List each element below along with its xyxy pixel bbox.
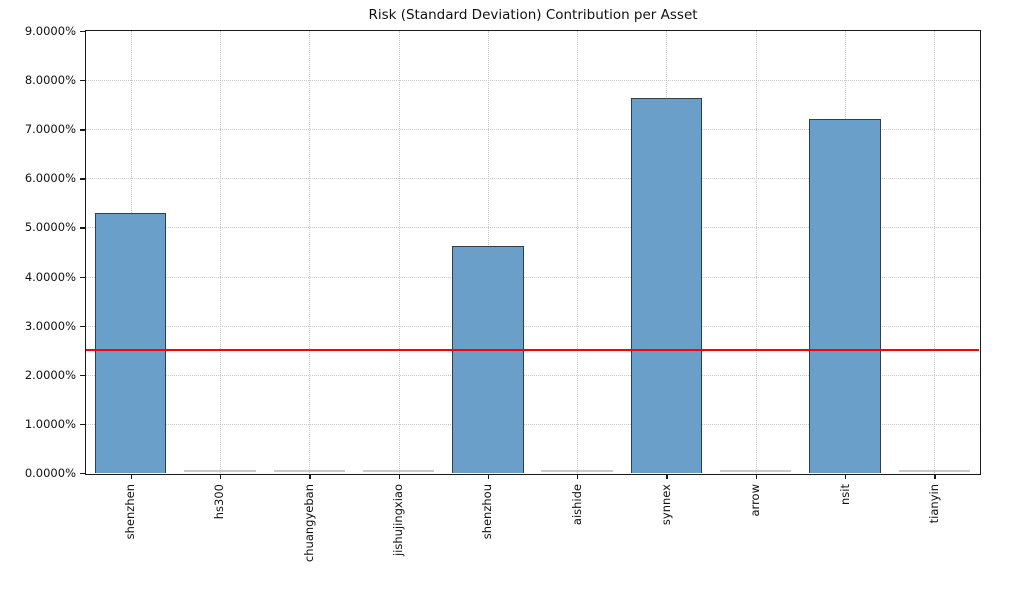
x-tick-mark	[755, 474, 758, 479]
x-tick-label: shenzhou	[480, 484, 495, 540]
bar-shenzhou	[452, 245, 524, 473]
y-tick-mark	[80, 473, 85, 475]
v-gridline	[934, 31, 936, 473]
chart-title: Risk (Standard Deviation) Contribution p…	[368, 7, 698, 23]
bar-synnex	[630, 97, 703, 473]
y-tick-mark	[80, 374, 85, 377]
bars-layer	[86, 31, 979, 473]
y-tick-label: 4.0000%	[24, 269, 76, 284]
overlay-layer	[86, 31, 979, 473]
plot-area	[85, 30, 981, 475]
x-tick-mark	[577, 474, 579, 479]
h-gridline	[86, 178, 979, 180]
y-tick-label: 5.0000%	[24, 220, 76, 235]
x-tick-label: tianyin	[926, 484, 941, 524]
x-tick-label: jishujingxiao	[391, 484, 406, 557]
y-tick-label: 9.0000%	[24, 24, 76, 38]
y-tick-mark	[80, 80, 85, 82]
y-tick-label: 2.0000%	[24, 367, 76, 382]
zero-bar-arrow	[720, 470, 792, 472]
x-tick-mark	[219, 474, 222, 479]
v-gridline	[309, 31, 311, 473]
x-tick-mark	[934, 474, 936, 479]
h-gridline	[86, 227, 979, 229]
v-gridline	[755, 31, 757, 473]
zero-bar-jishujingxiao	[362, 470, 435, 472]
y-tick-label: 8.0000%	[24, 73, 76, 88]
zero-bar-chuangyeban	[273, 470, 345, 472]
h-gridline	[86, 374, 979, 376]
x-tick-mark	[487, 474, 490, 479]
v-gridline	[398, 31, 400, 473]
h-gridline	[86, 80, 979, 82]
y-tick-mark	[80, 276, 85, 278]
y-tick-mark	[80, 227, 85, 229]
y-tick-label: 0.0000%	[24, 466, 76, 480]
x-tick-label: aishide	[569, 484, 584, 526]
threshold-line	[86, 349, 979, 352]
h-gridline	[86, 276, 979, 278]
y-tick-label: 6.0000%	[24, 171, 76, 186]
zero-bar-aishide	[541, 470, 613, 472]
x-tick-mark	[666, 474, 668, 479]
x-tick-label: chuangyeban	[301, 484, 316, 563]
bar-shenzhen	[94, 212, 167, 473]
v-gridline	[219, 31, 221, 473]
y-tick-mark	[80, 325, 85, 327]
x-tick-label: hs300	[212, 484, 227, 520]
y-tick-label: 3.0000%	[24, 318, 76, 333]
zero-bar-tianyin	[898, 470, 971, 472]
x-tick-mark	[309, 474, 311, 479]
y-tick-mark	[80, 129, 85, 131]
x-tick-label: nsit	[837, 484, 852, 505]
x-tick-label: shenzhen	[123, 484, 138, 540]
y-tick-mark	[80, 178, 85, 180]
x-tick-label: synnex	[658, 484, 673, 526]
h-gridline	[86, 325, 979, 327]
y-tick-label: 7.0000%	[24, 122, 76, 137]
x-tick-label: arrow	[748, 484, 763, 517]
v-gridline	[577, 31, 579, 473]
x-tick-mark	[845, 474, 847, 479]
bar-nsit	[809, 119, 881, 473]
x-tick-mark	[398, 474, 400, 479]
y-tick-label: 1.0000%	[24, 416, 76, 431]
y-tick-mark	[80, 423, 85, 426]
h-gridline	[86, 423, 979, 425]
h-gridline	[86, 129, 979, 131]
y-tick-mark	[80, 31, 85, 33]
zero-bar-hs300	[184, 470, 256, 472]
x-tick-mark	[130, 474, 132, 479]
